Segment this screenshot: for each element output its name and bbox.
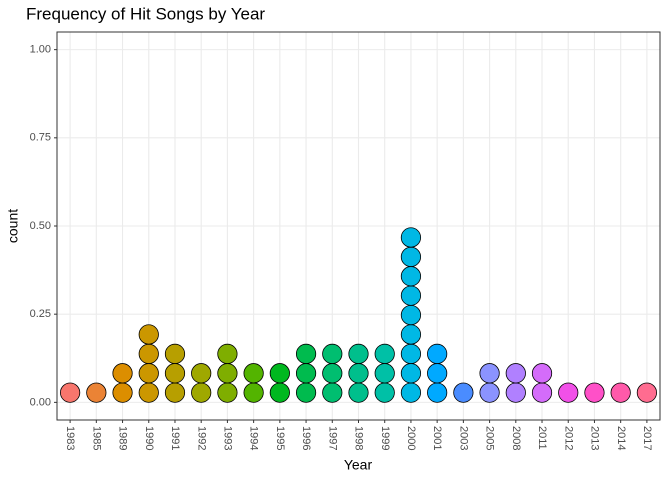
x-tick-label: 1983 [64, 426, 76, 450]
dot [400, 304, 422, 326]
x-tick-label: 1996 [300, 426, 312, 450]
dot [636, 382, 657, 403]
x-tick-label: 1997 [326, 426, 338, 450]
dot [531, 382, 553, 403]
dot [295, 382, 317, 403]
dot [427, 363, 448, 384]
panel-border [56, 31, 661, 421]
dot [505, 382, 526, 403]
dot [138, 343, 159, 364]
x-tick-label: 2014 [615, 426, 627, 450]
x-tick-label: 1985 [90, 426, 102, 450]
y-tick-label: 0.75 [30, 132, 51, 144]
dot [400, 343, 422, 364]
dot [138, 382, 159, 403]
x-tick-label: 1992 [195, 426, 207, 450]
dot [191, 363, 212, 384]
dot [112, 382, 133, 403]
x-tick-label: 1994 [248, 426, 260, 450]
dot [400, 363, 422, 384]
x-tick-label: 2008 [510, 426, 522, 450]
x-tick-label: 2000 [405, 426, 417, 450]
dot [164, 382, 186, 403]
dot [400, 382, 422, 403]
dot [348, 363, 369, 384]
dot [295, 343, 317, 364]
x-axis-title: Year [344, 457, 373, 473]
dot [610, 382, 631, 403]
dot [427, 382, 448, 403]
x-tick-label: 1999 [379, 426, 391, 450]
dot [217, 343, 238, 364]
x-tick-label: 2003 [457, 426, 469, 450]
dot [295, 363, 317, 384]
dot [60, 382, 81, 403]
dot [243, 382, 264, 403]
dot [217, 363, 238, 384]
x-tick-label: 2005 [484, 426, 496, 450]
dot [400, 246, 422, 267]
x-tick-label: 1998 [353, 426, 365, 450]
x-tick-label: 1991 [169, 426, 181, 450]
dot [322, 363, 343, 384]
y-tick-label: 0.25 [30, 308, 51, 320]
dot [558, 382, 579, 403]
dot [584, 382, 605, 403]
dot [164, 343, 186, 364]
dot [453, 382, 474, 403]
dot [427, 343, 448, 364]
dot [322, 343, 343, 364]
dot [374, 382, 395, 403]
dot [505, 363, 526, 384]
y-tick-label: 0.00 [30, 396, 51, 408]
dot [348, 382, 369, 403]
chart-title: Frequency of Hit Songs by Year [26, 4, 265, 23]
dot [479, 382, 500, 403]
x-tick-label: 2012 [562, 426, 574, 450]
x-tick-label: 2011 [536, 426, 548, 450]
dot [479, 363, 500, 384]
dot [400, 285, 422, 306]
dot [322, 382, 343, 403]
dot [217, 382, 238, 403]
dot [374, 363, 395, 384]
dot [112, 363, 133, 384]
dot [531, 363, 553, 384]
x-tick-label: 1995 [274, 426, 286, 450]
x-tick-label: 2001 [431, 426, 443, 450]
dot [374, 343, 395, 364]
dot [138, 363, 159, 384]
dot [269, 363, 290, 384]
x-tick-label: 1993 [222, 426, 234, 450]
dot [400, 266, 422, 287]
y-tick-label: 0.50 [30, 220, 51, 232]
y-axis-title: count [5, 209, 21, 243]
dot [348, 343, 369, 364]
x-tick-label: 2013 [589, 426, 601, 450]
dot [400, 324, 422, 345]
x-tick-label: 2017 [641, 426, 653, 450]
dot [243, 363, 264, 384]
x-tick-label: 1989 [117, 426, 129, 450]
dot [191, 382, 212, 403]
dot [400, 227, 422, 248]
dot [138, 324, 159, 345]
dot [269, 382, 290, 403]
x-tick-label: 1990 [143, 426, 155, 450]
dot [86, 382, 107, 403]
dot [164, 363, 186, 384]
y-tick-label: 1.00 [30, 44, 51, 56]
